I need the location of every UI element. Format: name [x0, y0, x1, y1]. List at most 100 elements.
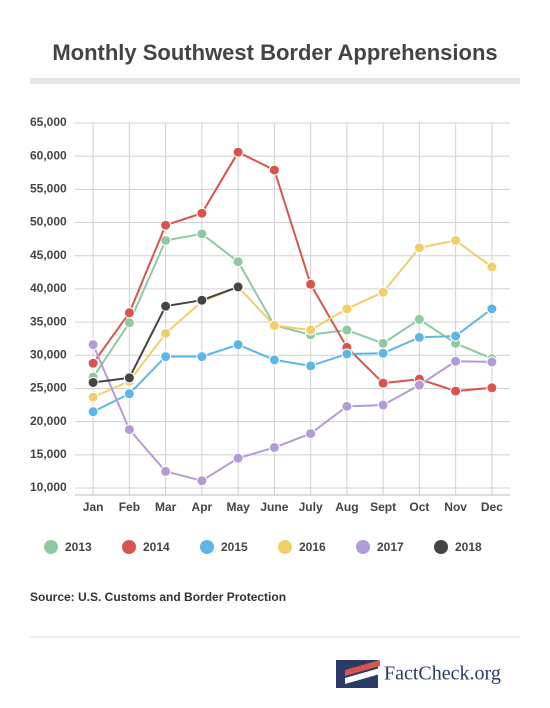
- y-tick-label: 65,000: [30, 115, 67, 129]
- data-point: [232, 281, 244, 293]
- data-point: [341, 303, 353, 315]
- data-point: [268, 319, 280, 331]
- data-point: [341, 348, 353, 360]
- y-tick-label: 10,000: [30, 480, 67, 494]
- data-point: [450, 355, 462, 367]
- data-point: [305, 428, 317, 440]
- data-point: [486, 261, 498, 273]
- x-tick-label: July: [299, 500, 323, 514]
- logo-flag: [336, 660, 380, 688]
- data-point: [305, 324, 317, 336]
- data-point: [486, 356, 498, 368]
- data-point: [160, 300, 172, 312]
- data-point: [123, 372, 135, 384]
- y-tick-label: 45,000: [30, 248, 67, 262]
- x-tick-label: Sept: [370, 500, 396, 514]
- data-point: [87, 357, 99, 369]
- legend-label: 2013: [65, 540, 92, 554]
- y-tick-label: 35,000: [30, 314, 67, 328]
- data-point: [160, 351, 172, 363]
- y-tick-label: 40,000: [30, 281, 67, 295]
- series-line: [92, 344, 492, 482]
- data-point: [123, 307, 135, 319]
- data-point: [305, 360, 317, 372]
- title-rule: [30, 78, 520, 84]
- data-point: [196, 294, 208, 306]
- data-point: [450, 330, 462, 342]
- data-point: [413, 242, 425, 254]
- data-point: [377, 347, 389, 359]
- data-point: [160, 219, 172, 231]
- x-tick-label: Apr: [192, 500, 213, 514]
- legend-label: 2016: [299, 540, 326, 554]
- series-line: [92, 232, 493, 378]
- x-tick-label: Nov: [444, 500, 467, 514]
- data-point: [341, 400, 353, 412]
- x-tick-label: Oct: [409, 500, 429, 514]
- data-point: [232, 146, 244, 158]
- legend-label: 2018: [455, 540, 482, 554]
- data-point: [87, 376, 99, 388]
- data-point: [341, 324, 353, 336]
- legend-swatch: [44, 540, 58, 554]
- y-tick-label: 25,000: [30, 381, 67, 395]
- data-point: [232, 452, 244, 464]
- series-line: [92, 308, 493, 413]
- data-point: [377, 399, 389, 411]
- chart-title: Monthly Southwest Border Apprehensions: [52, 40, 497, 65]
- data-point: [160, 327, 172, 339]
- data-point: [377, 286, 389, 298]
- legend-swatch: [356, 540, 370, 554]
- legend-swatch: [200, 540, 214, 554]
- data-point: [486, 303, 498, 315]
- legend-label: 2017: [377, 540, 404, 554]
- data-point: [268, 354, 280, 366]
- data-point: [232, 256, 244, 268]
- data-point: [160, 465, 172, 477]
- x-tick-label: Dec: [481, 500, 503, 514]
- x-tick-label: Aug: [335, 500, 358, 514]
- data-point: [87, 406, 99, 418]
- y-tick-label: 15,000: [30, 447, 67, 461]
- data-point: [377, 337, 389, 349]
- data-point: [268, 164, 280, 176]
- data-point: [123, 424, 135, 436]
- data-point: [87, 391, 99, 403]
- legend-label: 2015: [221, 540, 248, 554]
- data-point: [196, 351, 208, 363]
- y-tick-label: 60,000: [30, 148, 67, 162]
- y-tick-label: 20,000: [30, 414, 67, 428]
- legend-label: 2014: [143, 540, 170, 554]
- data-point: [268, 442, 280, 454]
- legend-swatch: [122, 540, 136, 554]
- data-point: [196, 475, 208, 487]
- data-point: [450, 385, 462, 397]
- data-point: [196, 228, 208, 240]
- y-tick-label: 50,000: [30, 215, 67, 229]
- y-tick-label: 55,000: [30, 182, 67, 196]
- legend-swatch: [434, 540, 448, 554]
- y-tick-label: 30,000: [30, 347, 67, 361]
- data-point: [123, 388, 135, 400]
- data-point: [196, 207, 208, 219]
- data-point: [160, 234, 172, 246]
- data-point: [377, 377, 389, 389]
- series-line: [92, 239, 493, 398]
- x-tick-label: Feb: [119, 500, 140, 514]
- data-point: [87, 339, 99, 351]
- logo-text: FactCheck.org: [384, 663, 501, 685]
- data-point: [413, 379, 425, 391]
- data-point: [450, 234, 462, 246]
- legend-swatch: [278, 540, 292, 554]
- data-point: [486, 382, 498, 394]
- x-tick-label: June: [260, 500, 288, 514]
- data-point: [413, 331, 425, 343]
- data-point: [305, 278, 317, 290]
- data-point: [232, 339, 244, 351]
- x-tick-label: Jan: [83, 500, 104, 514]
- x-tick-label: May: [226, 500, 250, 514]
- source: Source: U.S. Customs and Border Protecti…: [30, 590, 286, 604]
- data-point: [413, 313, 425, 325]
- x-tick-label: Mar: [155, 500, 177, 514]
